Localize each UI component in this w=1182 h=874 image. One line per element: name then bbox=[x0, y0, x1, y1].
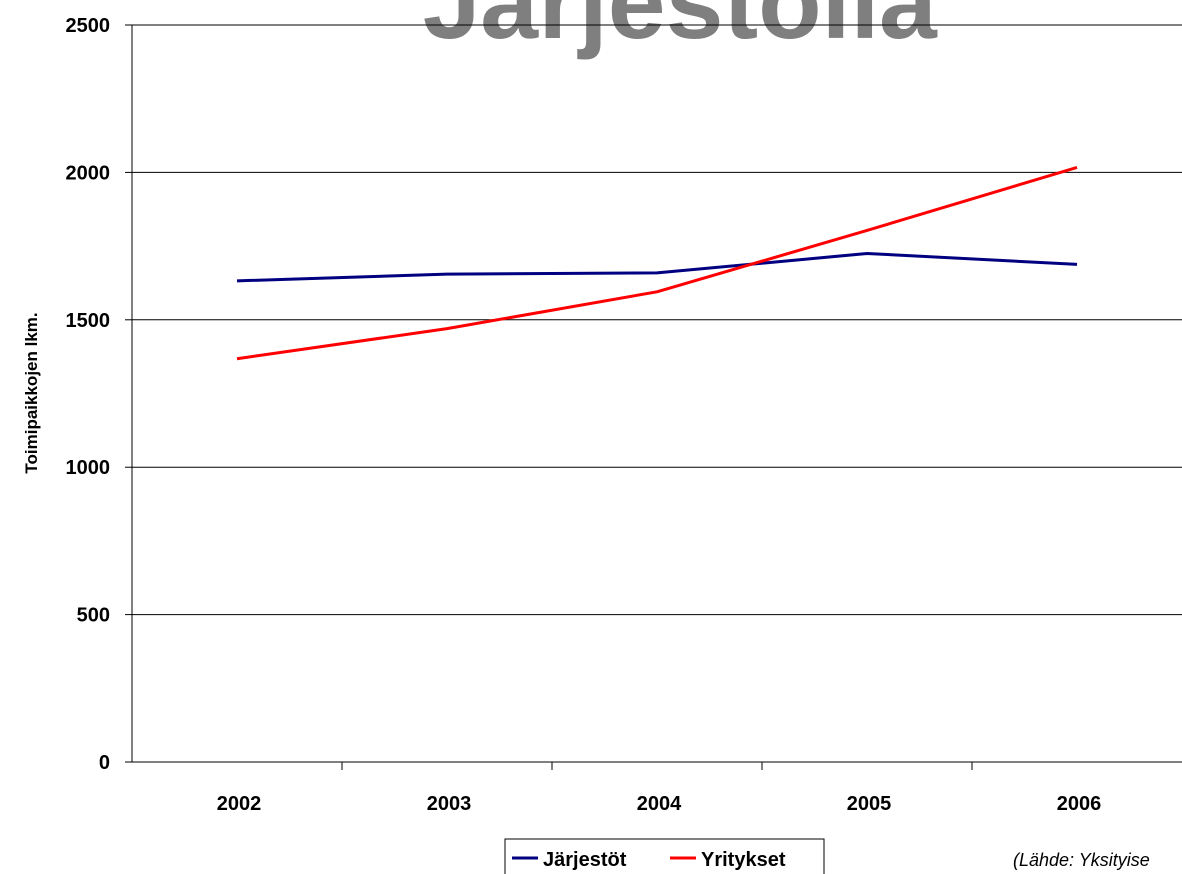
series-line-jarjestot bbox=[236, 251, 1078, 283]
y-tick-label-2500: 2500 bbox=[66, 15, 111, 37]
y-tick-labels: 0 500 1000 1500 2000 2500 bbox=[66, 15, 111, 774]
y-axis-title: Toimipaikkojen lkm. bbox=[22, 312, 41, 473]
y-tick-label-500: 500 bbox=[77, 605, 110, 627]
series-line-yritykset bbox=[236, 165, 1078, 361]
legend-label-jarjestot: Järjestöt bbox=[543, 849, 627, 871]
x-tick-label-2004: 2004 bbox=[637, 793, 682, 815]
x-tick-label-2003: 2003 bbox=[427, 793, 472, 815]
axes bbox=[125, 24, 1182, 770]
x-tick-label-2006: 2006 bbox=[1057, 793, 1102, 815]
y-tick-label-1000: 1000 bbox=[66, 457, 111, 479]
x-tick-label-2002: 2002 bbox=[217, 793, 262, 815]
source-note: (Lähde: Yksityise bbox=[1013, 850, 1150, 870]
series-lines bbox=[236, 165, 1078, 361]
y-tick-label-2000: 2000 bbox=[66, 162, 111, 184]
y-tick-label-1500: 1500 bbox=[66, 310, 111, 332]
chart-title: Järjestöllä bbox=[423, 0, 939, 61]
y-tick-label-0: 0 bbox=[99, 752, 110, 774]
legend: Järjestöt Yritykset bbox=[504, 838, 825, 874]
legend-label-yritykset: Yritykset bbox=[701, 849, 786, 871]
gridlines bbox=[132, 24, 1182, 616]
x-tick-label-2005: 2005 bbox=[847, 793, 892, 815]
legend-box bbox=[504, 838, 825, 874]
x-tick-labels: 2002 2003 2004 2005 2006 bbox=[217, 793, 1102, 815]
